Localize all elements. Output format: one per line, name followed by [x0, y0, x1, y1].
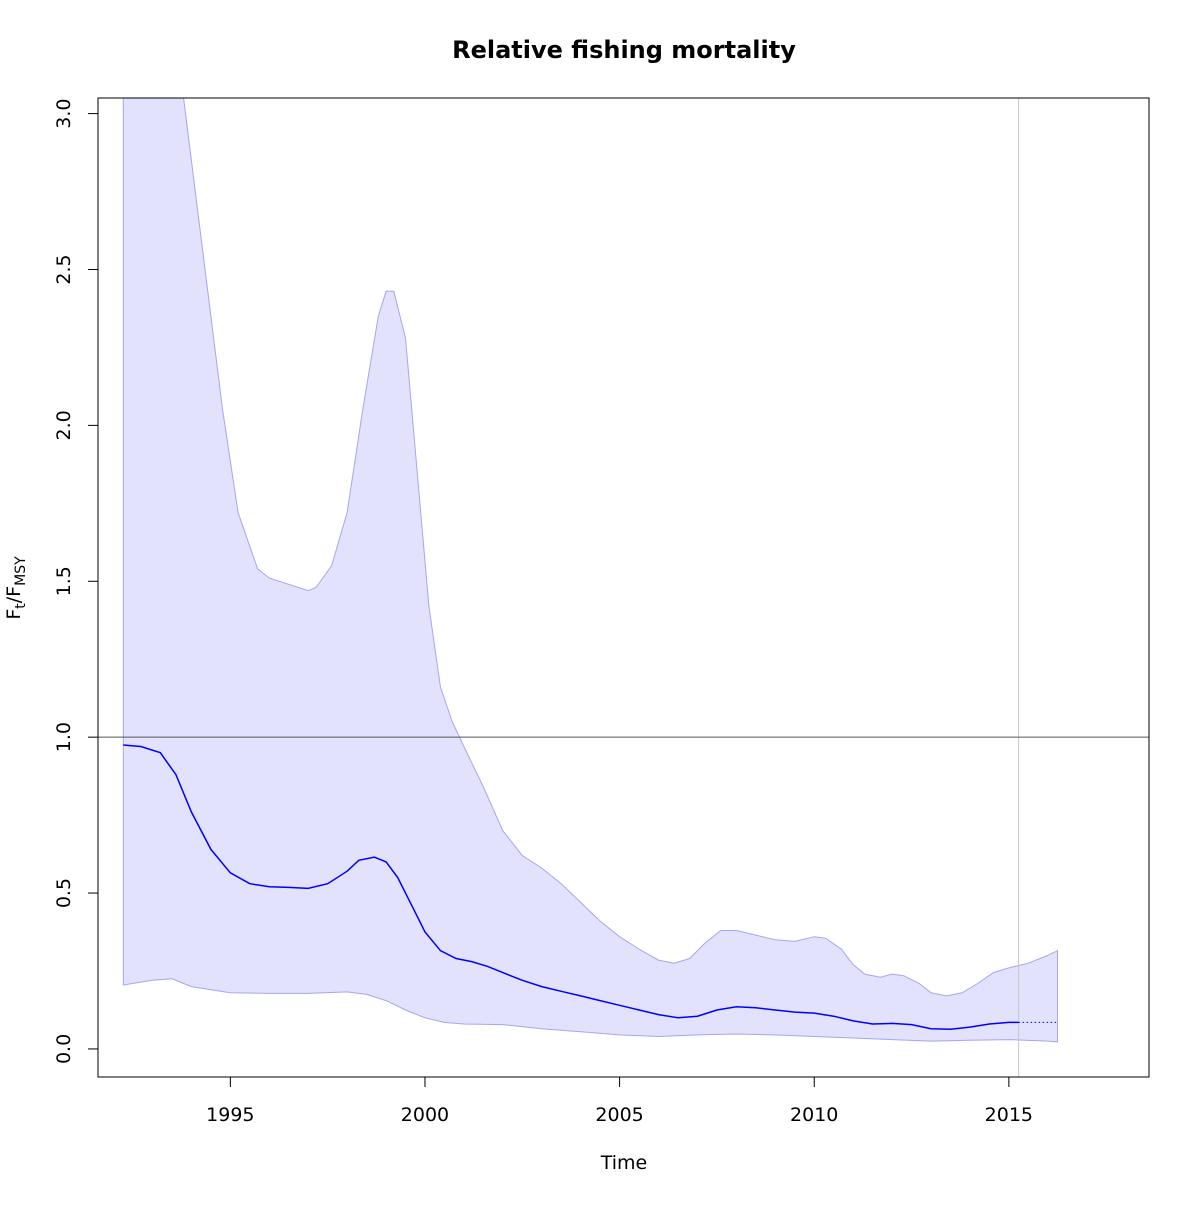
y-tick-label: 3.0 — [53, 98, 75, 128]
y-axis-label: Ft/FMSY — [3, 556, 29, 620]
x-axis-label: Time — [600, 1152, 648, 1174]
confidence-band — [122, 98, 1058, 1043]
x-tick-label: 2005 — [595, 1104, 643, 1126]
y-tick-label: 2.5 — [53, 254, 75, 284]
y-axis: 0.0 0.5 1.0 1.5 2.0 2.5 3.0 — [53, 98, 99, 1064]
y-tick-label: 0.0 — [53, 1034, 75, 1064]
x-tick-label: 2010 — [790, 1104, 838, 1126]
chart-title: Relative fishing mortality — [452, 36, 796, 64]
y-tick-label: 1.0 — [53, 722, 75, 752]
x-tick-label: 1995 — [206, 1104, 254, 1126]
y-tick-label: 1.5 — [53, 566, 75, 596]
y-tick-label: 0.5 — [53, 878, 75, 908]
x-axis: 1995 2000 2005 2010 2015 — [206, 1076, 1033, 1126]
x-tick-label: 2000 — [401, 1104, 449, 1126]
x-tick-label: 2015 — [985, 1104, 1033, 1126]
estimate-line — [123, 744, 1019, 1031]
y-tick-label: 2.0 — [53, 410, 75, 440]
